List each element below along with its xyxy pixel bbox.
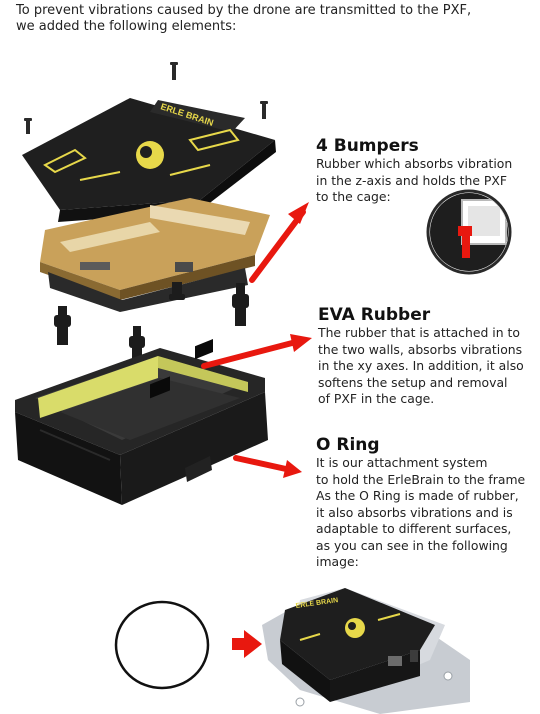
erle-brain-lid: ERLE BRAIN <box>22 98 276 222</box>
eva-line: in the xy axes. In addition, it also <box>318 358 524 373</box>
bumpers-line: Rubber which absorbs vibration <box>316 156 513 171</box>
screw-icon <box>24 118 32 134</box>
intro-line-1: To prevent vibrations caused by the dron… <box>16 3 472 18</box>
eva-line: the two walls, absorbs vibrations <box>318 341 523 357</box>
pcb-stack <box>40 198 270 312</box>
arrow-to-oring <box>233 455 302 478</box>
oring-section: O Ring It is our attachment system to ho… <box>316 435 540 571</box>
bumper-icon <box>54 306 71 345</box>
bumpers-line: in the z-axis and holds the PXF <box>316 172 507 188</box>
arrow-to-mounted-board <box>232 630 262 658</box>
cage <box>15 338 268 505</box>
screw-icon <box>260 101 268 119</box>
bumpers-line: to the cage: <box>316 189 391 204</box>
oring-line: It is our attachment system <box>316 455 488 470</box>
bumpers-title: 4 Bumpers <box>316 136 419 156</box>
oring-line: to hold the ErleBrain to the frame <box>316 471 526 487</box>
arrow-to-bumpers <box>249 202 309 283</box>
oring-line: image: <box>316 554 359 569</box>
oring-line: adaptable to different surfaces, <box>316 521 512 536</box>
bumper-icon <box>129 326 145 362</box>
eva-section: EVA Rubber The rubber that is attached i… <box>318 305 540 408</box>
mounted-board: ERLE BRAIN <box>262 588 470 714</box>
oring-line: As the O Ring is made of rubber, <box>316 488 519 503</box>
bumpers-section: 4 Bumpers Rubber which absorbs vibration… <box>316 136 540 206</box>
bumper-icon <box>232 283 249 326</box>
oring-title: O Ring <box>316 435 380 455</box>
oring-line: as you can see in the following <box>316 537 508 553</box>
eva-line: The rubber that is attached in to <box>318 325 520 340</box>
intro-line-2: we added the following elements: <box>16 19 237 34</box>
eva-line: of PXF in the cage. <box>318 391 435 406</box>
eva-title: EVA Rubber <box>318 305 431 325</box>
oring-line: it also absorbs vibrations and is <box>316 504 513 520</box>
eva-line: softens the setup and removal <box>318 374 508 390</box>
intro-text: To prevent vibrations caused by the dron… <box>16 3 536 35</box>
bumper-detail-inset <box>426 189 512 275</box>
arrow-to-eva <box>201 334 312 369</box>
o-ring-icon <box>114 600 210 690</box>
screw-icon <box>170 62 178 80</box>
bumper-icon <box>169 282 185 300</box>
